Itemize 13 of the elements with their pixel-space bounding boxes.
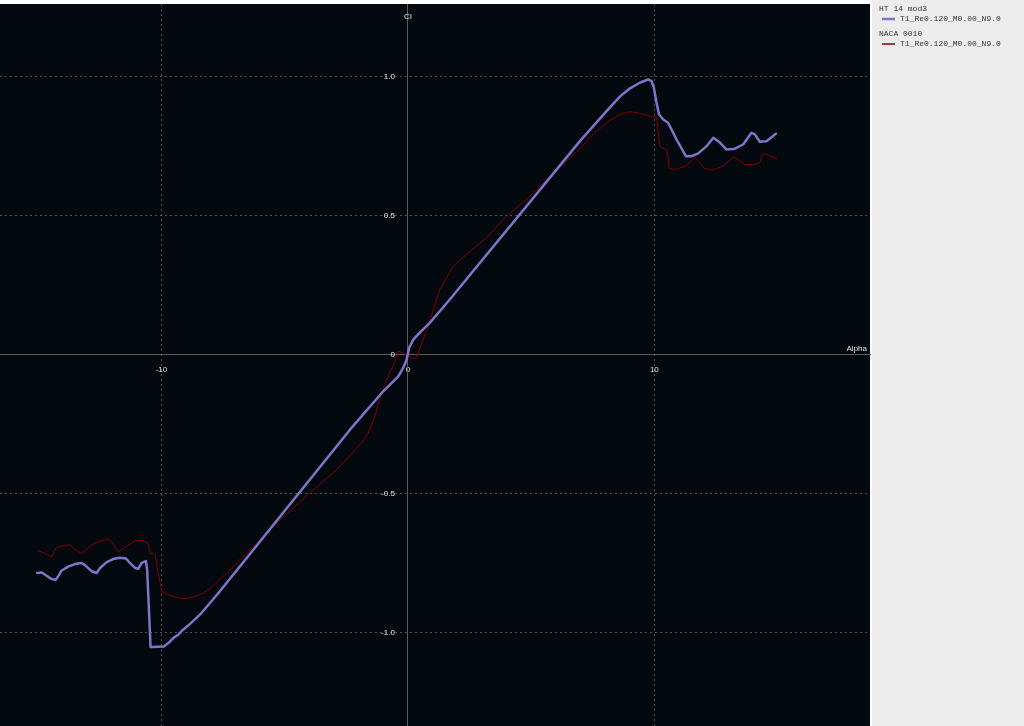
y-tick-label: 0 [390,349,396,359]
y-tick-label: 1.0 [383,71,396,81]
x-axis-title: Alpha [846,343,868,353]
x-tick-label: -10 [155,364,168,374]
legend-label: T1_Re0.120_M0.00_N9.0 [900,39,1002,49]
text: HT 14 mod3 [879,4,928,14]
text: NACA 0010 [879,29,923,39]
x-tick-label: 10 [649,364,660,374]
legend-label: T1_Re0.120_M0.00_N9.0 [900,14,1002,24]
y-tick-label: -1.0 [381,628,396,637]
y-tick-label: 0.5 [383,210,396,220]
y-tick-label: -0.5 [381,488,396,498]
y-axis-title: Cl [404,12,412,22]
